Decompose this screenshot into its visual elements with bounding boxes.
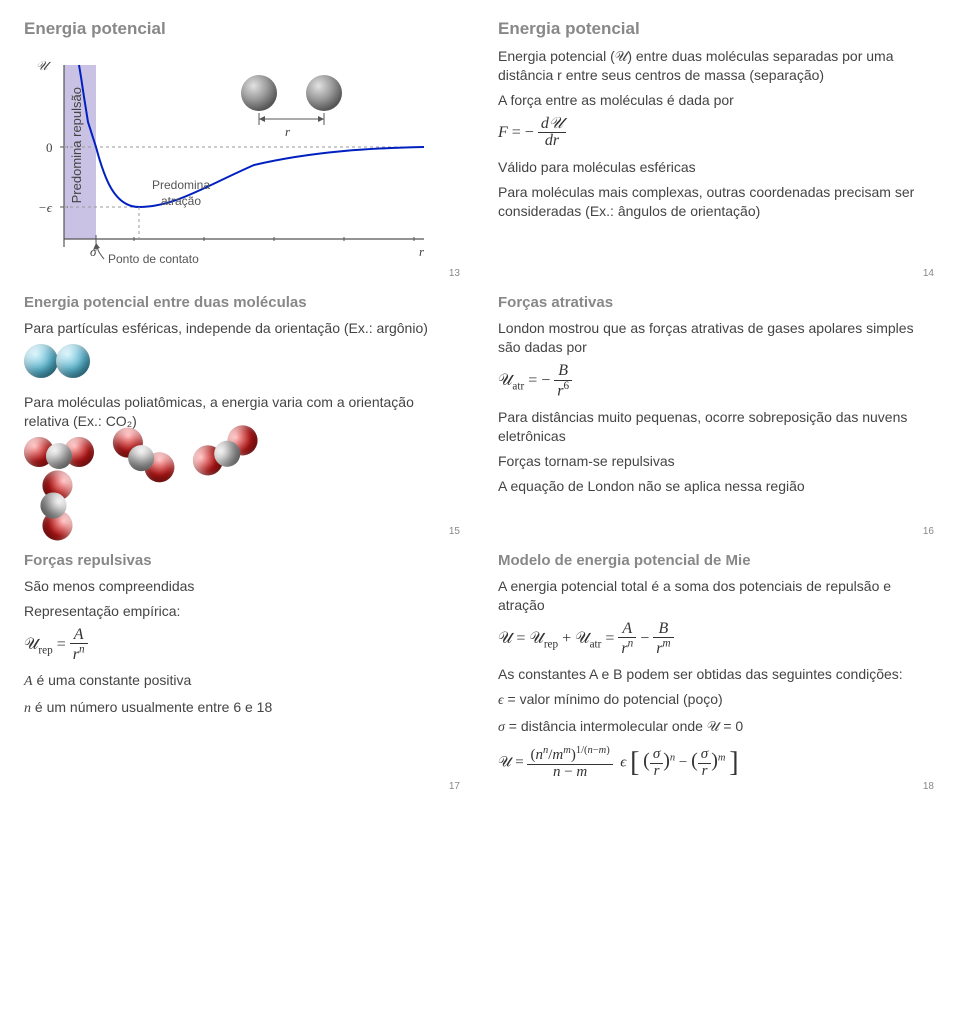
co2-molecule-icon	[187, 424, 258, 485]
slide-18: Modelo de energia potencial de Mie A ene…	[490, 545, 944, 792]
slide-title: Modelo de energia potencial de Mie	[498, 551, 936, 571]
page-number: 14	[923, 267, 934, 281]
attraction-label: Predomina atração	[152, 177, 210, 209]
text: Energia potencial (𝒰) entre duas molécul…	[498, 47, 936, 85]
text: σ = distância intermolecular onde 𝒰 = 0	[498, 717, 936, 738]
slide-17: Forças repulsivas São menos compreendida…	[16, 545, 470, 792]
text: ϵ = valor mínimo do potencial (poço)	[498, 690, 936, 711]
x-sigma: σ	[90, 243, 96, 261]
mie-full-equation: 𝒰 = (nn/mm)1/(n−m) n − m ϵ [ (σr)n − (σr…	[498, 744, 936, 782]
y-eps: −ϵ	[38, 199, 52, 217]
page-number: 17	[449, 780, 460, 794]
slide-16: Forças atrativas London mostrou que as f…	[490, 287, 944, 537]
text: A força entre as moléculas é dada por	[498, 91, 936, 110]
x-axis-label: r	[419, 243, 424, 261]
slide-title: Energia potencial	[24, 18, 462, 41]
slide-title: Forças atrativas	[498, 293, 936, 313]
text-span: As constantes A e B podem ser obtidas da…	[498, 666, 903, 682]
contact-label: Ponto de contato	[108, 251, 199, 267]
argon-molecules	[24, 344, 462, 383]
potential-chart: 𝒰 0 −ϵ σ r r Predomina repulsão Predomin…	[24, 47, 444, 277]
london-equation: 𝒰atr = − Br6	[498, 363, 936, 400]
page-number: 18	[923, 780, 934, 794]
repulsion-region-label: Predomina repulsão	[68, 87, 86, 203]
text: A energia potencial total é a soma dos p…	[498, 577, 936, 615]
argon-atom-icon	[56, 344, 90, 378]
argon-atom-icon	[24, 344, 58, 378]
text: A equação de London não se aplica nessa …	[498, 477, 936, 496]
page-number: 16	[923, 525, 934, 539]
page-number: 15	[449, 525, 460, 539]
text: Para partículas esféricas, independe da …	[24, 319, 462, 338]
text: Para distâncias muito pequenas, ocorre s…	[498, 408, 936, 446]
slide-13: Energia potencial	[16, 12, 470, 279]
co2-molecule-icon	[104, 421, 174, 487]
r-marker: r	[285, 123, 290, 141]
co2-molecule-icon	[24, 437, 86, 472]
text: As constantes A e B podem ser obtidas da…	[498, 665, 936, 684]
slide-15: Energia potencial entre duas moléculas P…	[16, 287, 470, 537]
text: São menos compreendidas	[24, 577, 462, 596]
slide-title: Energia potencial	[498, 18, 936, 41]
co2-molecules	[24, 437, 462, 525]
text: London mostrou que as forças atrativas d…	[498, 319, 936, 357]
text: Representação empírica:	[24, 602, 462, 621]
slide-title: Forças repulsivas	[24, 551, 462, 571]
text: Forças tornam-se repulsivas	[498, 452, 936, 471]
y-axis-label: 𝒰	[36, 57, 48, 75]
slide-14: Energia potencial Energia potencial (𝒰) …	[490, 12, 944, 279]
text: n é um número usualmente entre 6 e 18	[24, 698, 462, 719]
repulsive-equation: 𝒰rep = Arn	[24, 627, 462, 664]
y-zero: 0	[46, 139, 53, 157]
text: A é uma constante positiva	[24, 671, 462, 692]
text-span: é uma constante positiva	[36, 672, 191, 688]
page-number: 13	[449, 267, 460, 281]
text: Para moléculas mais complexas, outras co…	[498, 183, 936, 221]
co2-molecule-icon	[38, 470, 73, 532]
force-equation: F = − d𝒰dr	[498, 116, 936, 151]
text: Válido para moléculas esféricas	[498, 158, 936, 177]
mie-sum-equation: 𝒰 = 𝒰rep + 𝒰atr = Arn − Brm	[498, 621, 936, 658]
slide-title: Energia potencial entre duas moléculas	[24, 293, 462, 313]
text-span: é um número usualmente entre 6 e 18	[35, 699, 272, 715]
